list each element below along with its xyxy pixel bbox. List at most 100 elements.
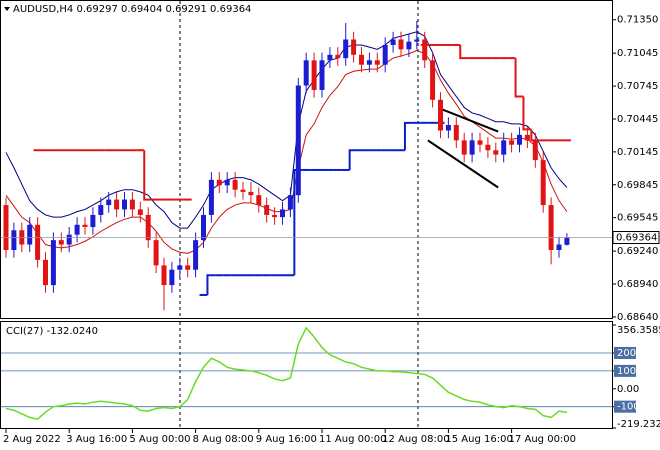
chart-title: AUDUSD,H4 0.69297 0.69404 0.69291 0.6936… (13, 4, 251, 15)
candle-body (3, 205, 9, 251)
candle-body (556, 244, 562, 251)
candle-body (90, 214, 96, 227)
candle-body (248, 191, 254, 196)
candle-body (382, 44, 388, 65)
y-tick-label: 0.68640 (617, 312, 658, 323)
indicator-title: CCI(27) -132.0240 (6, 326, 98, 337)
x-tick-label: 17 Aug 00:00 (509, 434, 576, 445)
level-label-box (614, 364, 636, 377)
step-line (459, 44, 469, 60)
y-tick-label: 0.70145 (617, 147, 658, 158)
candle-body (398, 39, 404, 50)
candle-body (295, 85, 301, 196)
candle-body (351, 39, 357, 55)
candle-body (122, 199, 127, 210)
candle-body (50, 240, 56, 286)
candle-body (185, 265, 191, 270)
candle-body (66, 234, 72, 245)
candle-body (517, 134, 522, 145)
candle-body (343, 39, 349, 59)
candle-body (469, 140, 475, 155)
candle-body (240, 189, 246, 192)
candle-body (169, 269, 175, 286)
candle-body (11, 230, 17, 251)
trend-line (427, 139, 499, 189)
candle-body (161, 265, 167, 286)
candle-body (485, 144, 491, 151)
y-tick-label: 0.00 (617, 384, 639, 395)
candle-body (264, 205, 270, 215)
y-tick-label: -100 (617, 402, 640, 413)
candle-body (540, 160, 546, 206)
candle-body (145, 214, 151, 241)
x-tick-label: 12 Aug 08:00 (382, 434, 449, 445)
y-tick-label: 100 (617, 366, 636, 377)
candle-body (477, 140, 483, 145)
candle-body (438, 99, 443, 131)
candle-body (390, 39, 396, 45)
y-tick-label: 0.68940 (617, 279, 658, 290)
y-tick-label: 0.70445 (617, 114, 658, 125)
candle-body (564, 237, 570, 245)
candle-body (509, 140, 515, 145)
candle-body (208, 179, 214, 215)
candle-body (327, 54, 333, 61)
x-tick-label: 8 Aug 08:00 (193, 434, 254, 445)
level-label-box (614, 400, 636, 413)
candle-body (287, 195, 293, 210)
candle-body (524, 134, 530, 141)
y-tick-label: -219.2329 (617, 419, 660, 430)
y-tick-label: 0.71350 (617, 15, 658, 26)
step-line (206, 274, 216, 295)
candle-body (280, 209, 285, 218)
candle-body (532, 140, 538, 161)
candle-body (106, 199, 112, 206)
step-line (522, 96, 532, 131)
candle-body (430, 60, 436, 100)
symbol-arrow (4, 7, 10, 11)
candle-body (406, 41, 412, 50)
candle-body (224, 179, 230, 186)
step-line (403, 121, 413, 151)
candle-body (177, 265, 183, 270)
candle-body (422, 39, 428, 61)
x-tick-label: 5 Aug 00:00 (129, 434, 190, 445)
candle-body (98, 205, 104, 215)
y-tick-label: 356.3585 (617, 325, 660, 336)
candle-body (256, 195, 262, 206)
candle-body (303, 60, 309, 86)
level-label-box (614, 346, 636, 359)
candle-body (58, 240, 64, 245)
trend-line (442, 108, 499, 133)
candle-body (319, 60, 325, 90)
candle-body (201, 214, 206, 241)
x-tick-label: 9 Aug 16:00 (256, 434, 317, 445)
x-tick-label: 2 Aug 2022 (3, 434, 61, 445)
candle-body (374, 60, 380, 65)
candle-body (129, 199, 135, 210)
candle-body (137, 209, 143, 215)
candle-body (232, 179, 238, 190)
candle-body (27, 224, 33, 245)
plot-layer: 0.71350 0.71045 0.70745 0.70445 0.70145 0.698… (1, 15, 660, 445)
candle-body (445, 125, 451, 131)
step-line (348, 149, 358, 170)
cci-line (5, 326, 568, 421)
x-tick-label: 3 Aug 16:00 (66, 434, 127, 445)
candle-body (366, 60, 372, 65)
candle-body (193, 240, 199, 270)
candle-body (493, 150, 499, 155)
candle-body (311, 60, 317, 90)
x-tick-label: 11 Aug 00:00 (319, 434, 386, 445)
y-tick-label: 0.71045 (617, 48, 658, 59)
candle-body (501, 140, 507, 155)
candle-body (453, 125, 459, 141)
step-line (143, 150, 153, 201)
step-line (514, 58, 524, 98)
last-price-box (612, 231, 660, 245)
candle-body (35, 224, 41, 260)
last-price-label: 0.69364 (616, 233, 657, 244)
y-tick-label: 0.70745 (617, 81, 658, 92)
x-tick-label: 15 Aug 16:00 (445, 434, 512, 445)
